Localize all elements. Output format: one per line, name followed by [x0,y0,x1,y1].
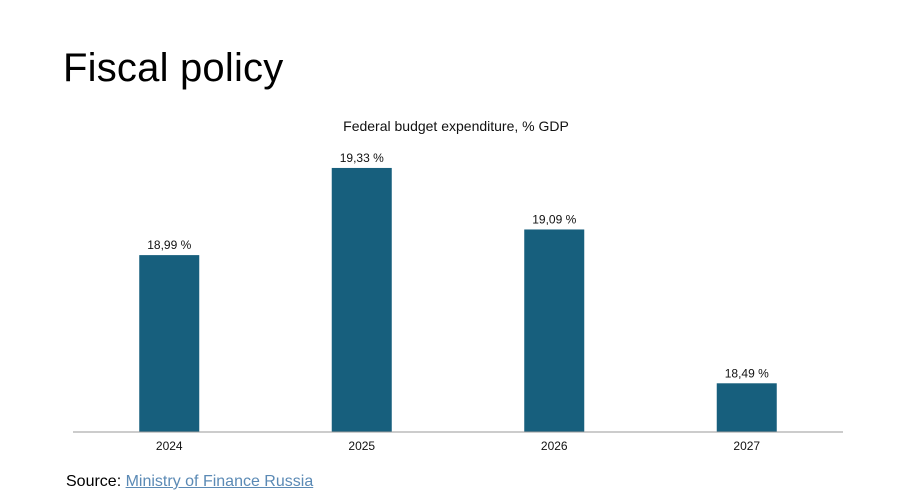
source-label: Source: [66,473,122,490]
bar-2026 [524,229,585,432]
x-tick-label-2025: 2025 [348,439,375,453]
expenditure-bar-chart: Federal budget expenditure, % GDP 18,99 … [73,118,843,453]
value-label-2027: 18,49 % [725,366,769,380]
bar-2027 [716,383,777,432]
source-line: Source: Ministry of Finance Russia [66,472,313,491]
page-title: Fiscal policy [63,46,284,90]
x-tick-label-2026: 2026 [541,439,568,453]
source-link[interactable]: Ministry of Finance Russia [125,473,314,490]
value-label-2025: 19,33 % [340,151,384,165]
chart-title: Federal budget expenditure, % GDP [343,118,569,134]
x-tick-label-2027: 2027 [733,439,760,453]
x-tick-label-2024: 2024 [156,439,183,453]
bar-2024 [139,255,200,432]
bar-2025 [331,167,392,433]
value-label-2026: 19,09 % [532,212,576,226]
value-label-2024: 18,99 % [147,238,191,252]
